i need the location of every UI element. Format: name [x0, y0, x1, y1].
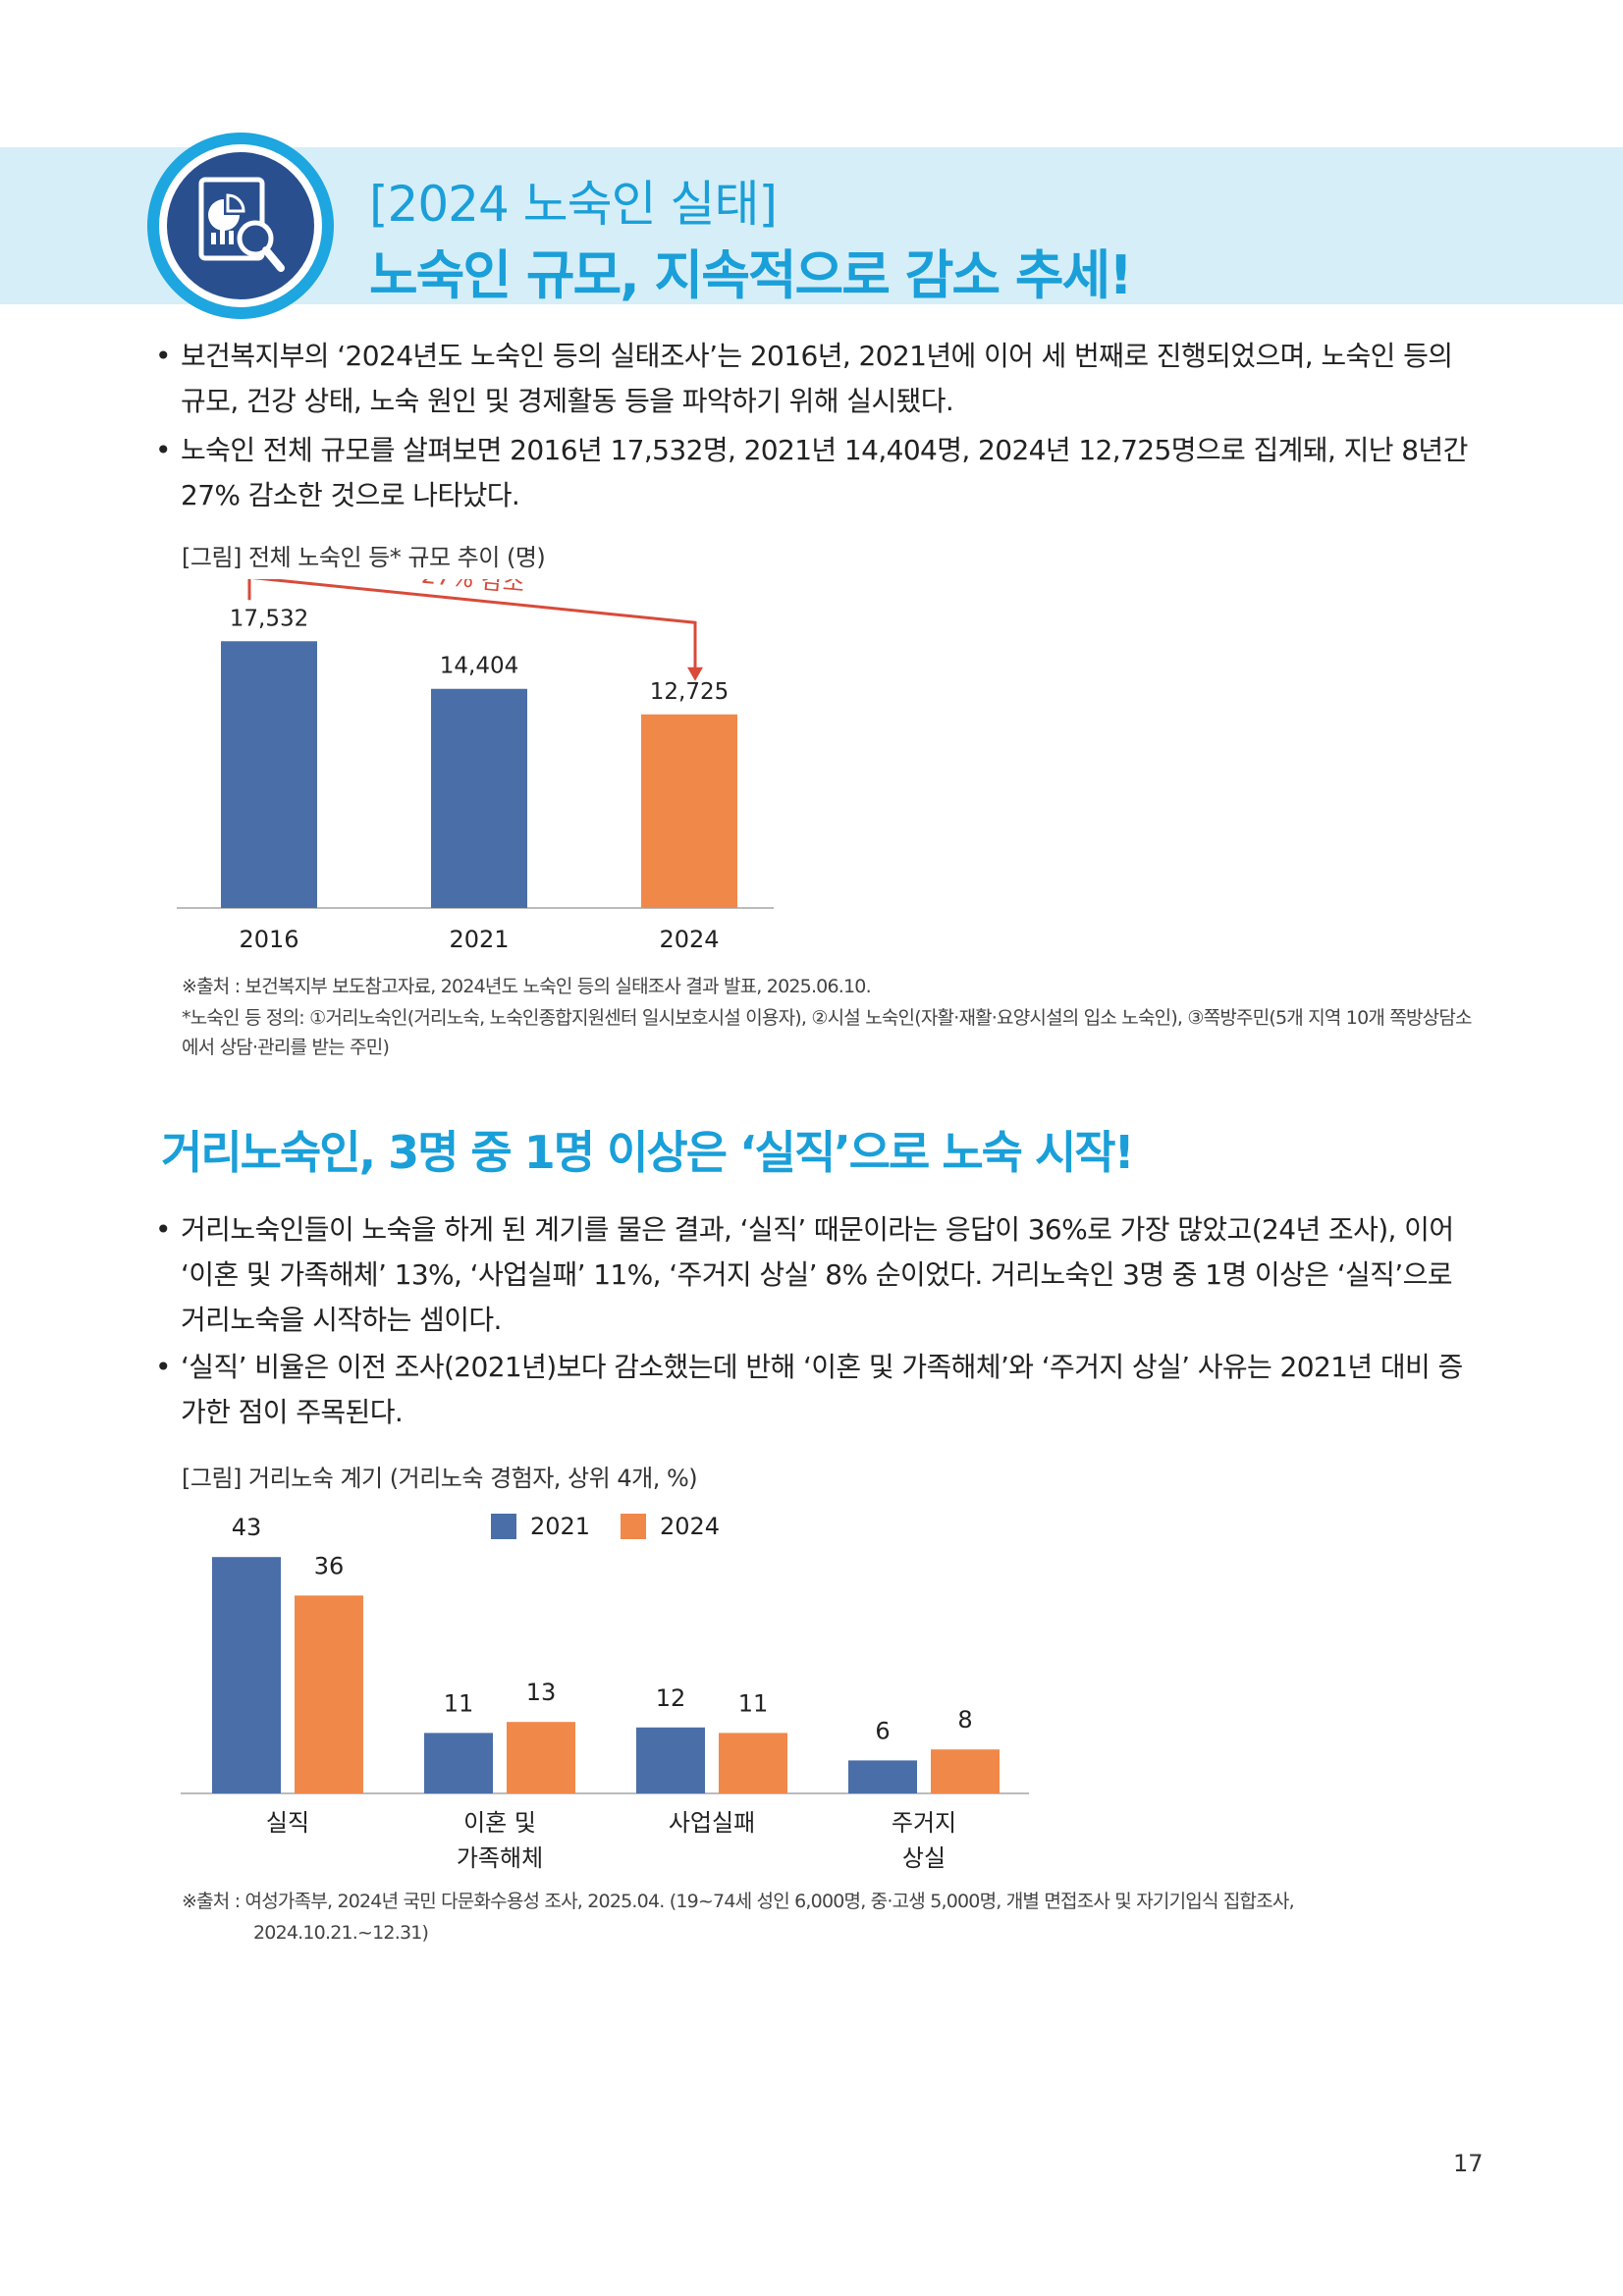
x-tick-2-0: 사업실패 [669, 1809, 755, 1837]
x-tick-3-0: 주거지 [892, 1809, 956, 1837]
bar-2024-0 [295, 1595, 363, 1793]
bar-2021 [431, 688, 527, 908]
header-subtitle: [2024 노숙인 실태] [369, 176, 778, 233]
bullet-street-reasons: • 거리노숙인들이 노숙을 하게 된 계기를 물은 결과, ‘실직’ 때문이라는 … [155, 1213, 1454, 1336]
value-label-2024-2: 11 [738, 1689, 769, 1717]
value-label-2021-2: 12 [656, 1684, 686, 1712]
bar-2021-3 [848, 1760, 917, 1793]
source-note-1: ※출처 : 보건복지부 보도참고자료, 2024년도 노숙인 등의 실태조사 결… [182, 976, 872, 997]
report-search-icon [147, 133, 334, 319]
legend-label-2021: 2021 [530, 1513, 590, 1540]
section-title-job-loss: 거리노숙인, 3명 중 1명 이상은 ‘실직’으로 노숙 시작! [161, 1126, 1135, 1179]
value-label-2016: 17,532 [230, 606, 308, 631]
value-label-2024: 12,725 [650, 679, 729, 705]
bar-2024-1 [507, 1722, 575, 1793]
value-label-2024-3: 8 [957, 1706, 972, 1734]
x-tick-2024: 2024 [659, 926, 719, 953]
header-title: 노숙인 규모, 지속적으로 감소 추세! [369, 244, 1133, 306]
value-label-2021-3: 6 [875, 1717, 890, 1744]
figure-caption-scale: [그림] 전체 노숙인 등* 규모 추이 (명) [182, 544, 546, 571]
bar-2021-1 [424, 1733, 493, 1793]
x-tick-1-0: 이혼 및 [463, 1809, 536, 1837]
bar-2024-3 [931, 1749, 1000, 1793]
definition-note: *노숙인 등 정의: ①거리노숙인(거리노숙, 노숙인종합지원센터 일시보호시설… [182, 1007, 1472, 1058]
x-tick-2021: 2021 [449, 926, 509, 953]
decrease-annotation: 27% 감소 [420, 579, 525, 598]
bar-2024-2 [719, 1733, 787, 1793]
value-label-2024-1: 13 [526, 1679, 557, 1706]
bar-2021-2 [636, 1727, 705, 1793]
bullet-homeless-scale: • 노숙인 전체 규모를 살펴보면 2016년 17,532명, 2021년 14… [155, 434, 1468, 511]
value-label-2021: 14,404 [440, 654, 518, 679]
source-note-2: ※출처 : 여성가족부, 2024년 국민 다문화수용성 조사, 2025.04… [182, 1891, 1295, 1912]
legend-swatch-2021 [491, 1514, 516, 1539]
x-tick-0-0: 실직 [266, 1809, 309, 1837]
x-tick-2016: 2016 [239, 926, 298, 953]
value-label-2021-0: 43 [232, 1514, 262, 1541]
legend-swatch-2024 [621, 1514, 646, 1539]
bar-2021-0 [212, 1557, 281, 1793]
x-tick-3-1: 상실 [902, 1844, 946, 1872]
bullet-reason-trend: • ‘실직’ 비율은 이전 조사(2021년)보다 감소했는데 반해 ‘이혼 및 … [155, 1351, 1463, 1428]
bar-2024 [641, 714, 737, 908]
decrease-arrow-line [247, 579, 697, 671]
legend-label-2024: 2024 [660, 1513, 720, 1540]
homeless-scale-chart: 17,532 2016 14,404 2021 12,725 2024 27% 감소 [177, 579, 774, 953]
decrease-arrow-head [687, 667, 703, 681]
page-number: 17 [1453, 2150, 1484, 2177]
value-label-2021-1: 11 [444, 1689, 474, 1717]
x-tick-1-1: 가족해체 [457, 1844, 543, 1872]
figure-caption-reasons: [그림] 거리노숙 계기 (거리노숙 경험자, 상위 4개, %) [182, 1465, 698, 1492]
value-label-2024-0: 36 [314, 1552, 345, 1579]
bar-2016 [221, 641, 317, 908]
source-note-2-date: 2024.10.21.~12.31) [253, 1922, 429, 1944]
bullet-survey-intro: • 보건복지부의 ‘2024년도 노숙인 등의 실태조사’는 2016년, 202… [155, 340, 1453, 417]
